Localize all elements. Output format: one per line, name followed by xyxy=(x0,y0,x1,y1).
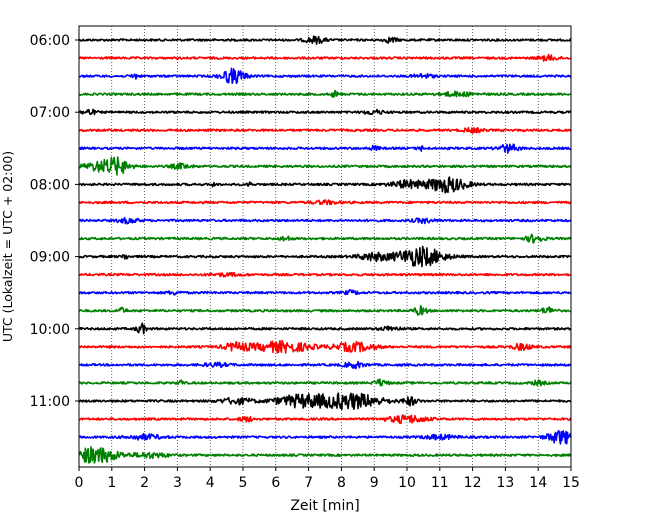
trace-line xyxy=(78,67,572,85)
y-tick-label: 10:00 xyxy=(30,322,70,338)
trace-line xyxy=(78,378,572,387)
plot-frame xyxy=(78,25,572,468)
trace-line xyxy=(78,271,572,278)
x-tick-label: 11 xyxy=(431,475,449,491)
trace-line xyxy=(78,322,572,335)
trace-line xyxy=(78,143,572,154)
x-tick-label: 12 xyxy=(464,475,482,491)
y-tick-label: 11:00 xyxy=(30,394,70,410)
x-tick-label: 3 xyxy=(173,475,182,491)
y-axis: 06:00 07:00 08:00 09:00 10:00 11:00 xyxy=(30,33,79,410)
x-axis-label: Zeit [min] xyxy=(290,498,359,514)
x-tick-label: 5 xyxy=(239,475,248,491)
trace-line xyxy=(78,108,572,116)
trace-line xyxy=(78,392,572,411)
trace-line xyxy=(78,176,572,194)
x-axis: 0 1 2 3 4 5 6 7 8 9 10 11 12 13 14 15 xyxy=(75,467,580,491)
trace-line xyxy=(78,304,572,316)
x-tick-label: 14 xyxy=(529,475,547,491)
trace-line xyxy=(78,90,572,98)
trace-line xyxy=(78,156,572,176)
x-tick-label: 0 xyxy=(75,475,84,491)
x-tick-label: 8 xyxy=(337,475,346,491)
trace-line xyxy=(78,53,572,62)
y-axis-label: UTC (Lokalzeit = UTC + 02:00) xyxy=(0,151,15,342)
trace-line xyxy=(78,360,572,370)
trace-line xyxy=(78,216,572,225)
trace-line xyxy=(78,35,572,45)
y-tick-label: 07:00 xyxy=(30,105,70,121)
y-tick-label: 08:00 xyxy=(30,177,70,193)
x-tick-label: 6 xyxy=(271,475,280,491)
trace-line xyxy=(78,126,572,134)
trace-line xyxy=(78,446,572,464)
x-tick-label: 7 xyxy=(304,475,313,491)
x-tick-label: 15 xyxy=(562,475,580,491)
y-tick-label: 06:00 xyxy=(30,33,70,49)
x-tick-label: 2 xyxy=(140,475,149,491)
x-tick-label: 10 xyxy=(398,475,416,491)
x-tick-label: 13 xyxy=(496,475,514,491)
trace-line xyxy=(78,430,572,445)
trace-line xyxy=(78,414,572,425)
trace-line xyxy=(78,233,572,244)
trace-line xyxy=(78,289,572,296)
x-tick-label: 4 xyxy=(206,475,215,491)
trace-line xyxy=(78,245,572,268)
x-tick-label: 9 xyxy=(370,475,379,491)
trace-group xyxy=(78,35,572,464)
y-tick-label: 09:00 xyxy=(30,250,70,266)
x-tick-label: 1 xyxy=(107,475,116,491)
trace-line xyxy=(78,199,572,206)
trace-line xyxy=(78,339,572,354)
